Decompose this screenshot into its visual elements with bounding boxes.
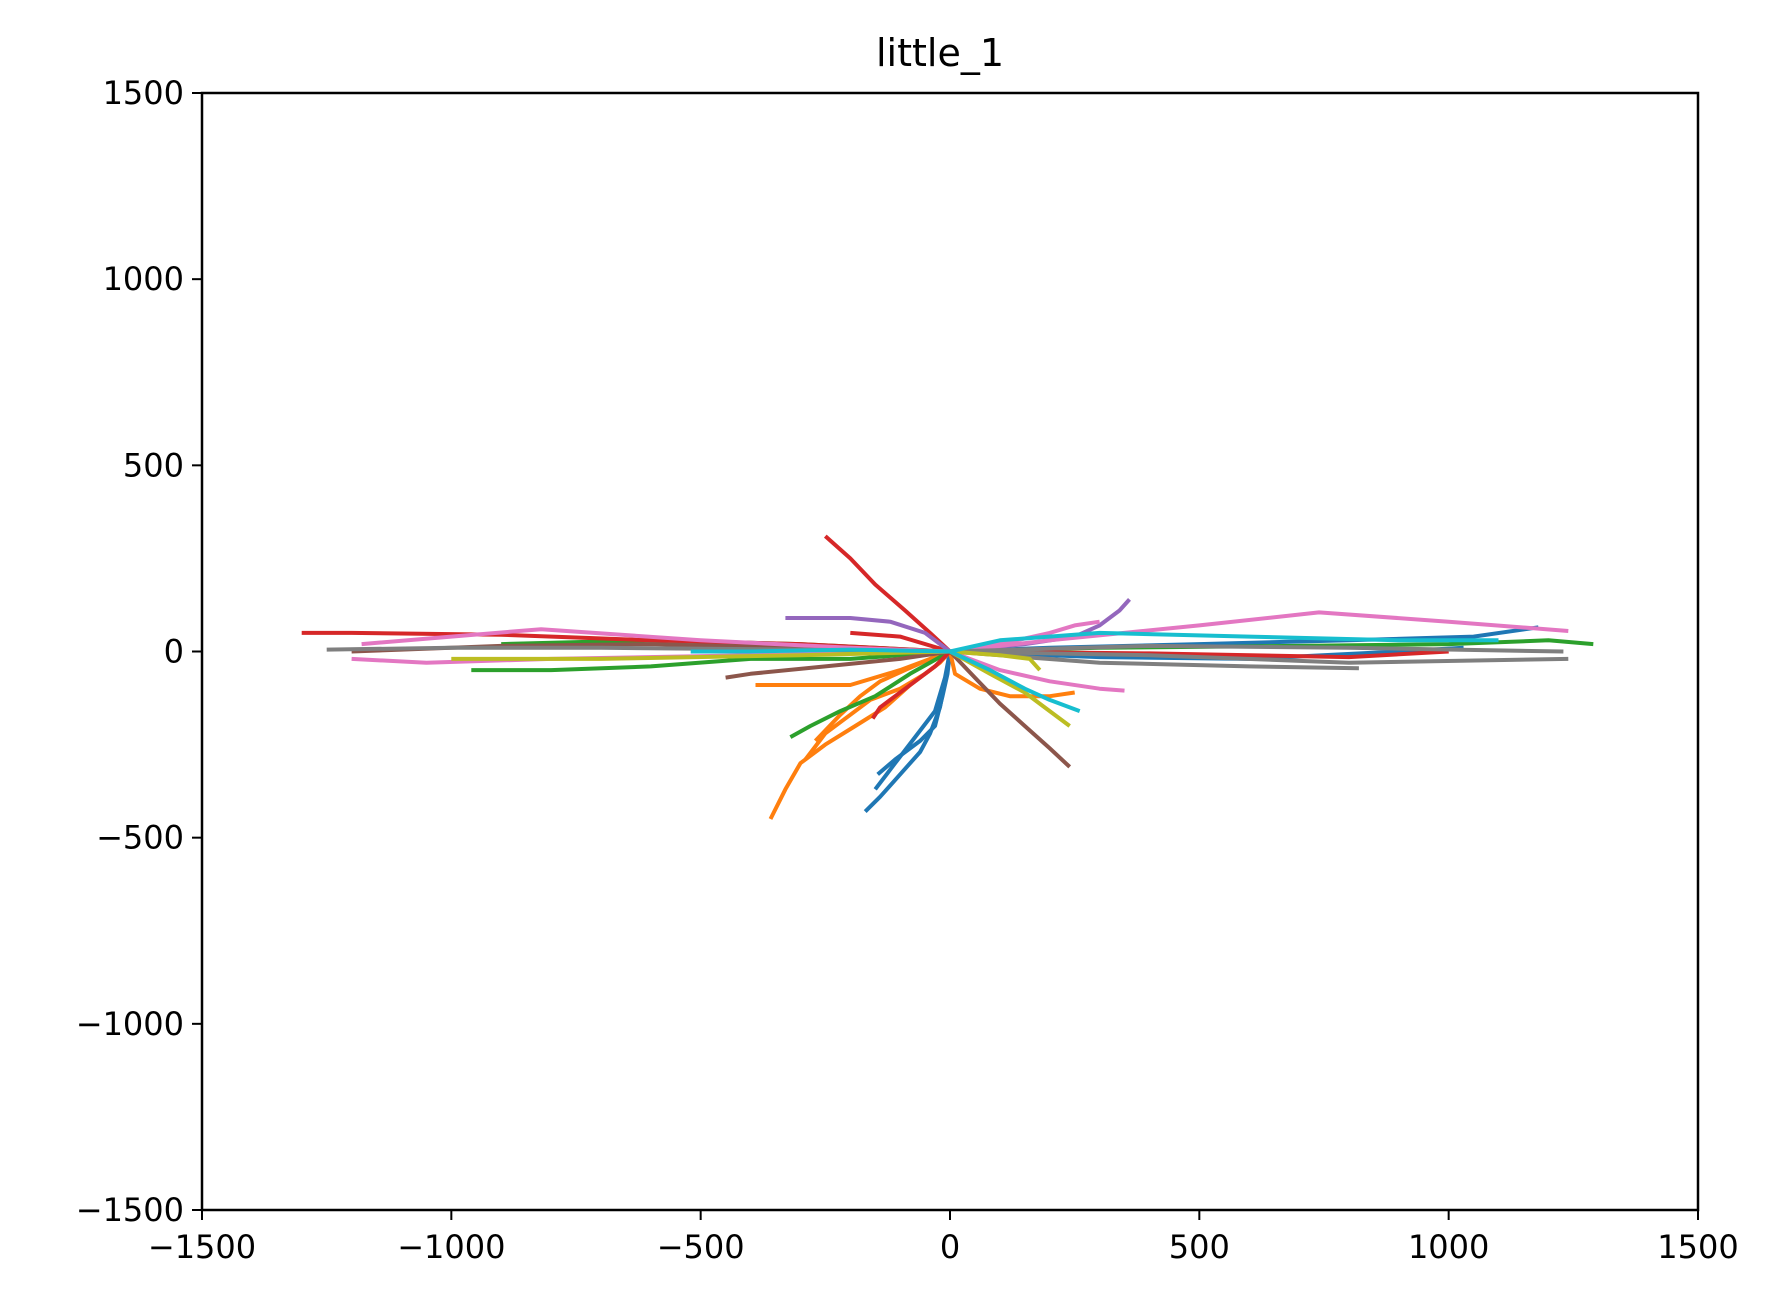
y-tick-label: −1000 [76, 1005, 184, 1043]
x-tick-label: 1000 [1408, 1228, 1489, 1266]
series-line-23 [725, 649, 951, 680]
y-tick-label: 1500 [103, 74, 184, 112]
series-line-35 [949, 649, 1042, 672]
series-line-16 [871, 650, 952, 720]
y-tick-label: 1000 [103, 260, 184, 298]
series-line-31 [949, 649, 1569, 665]
x-tick-label: −500 [657, 1228, 745, 1266]
series-line-15 [823, 534, 952, 653]
x-axis: −1500 −1000 −500 0 500 1000 1500 [148, 1210, 1739, 1266]
series-line-19 [850, 630, 951, 654]
series-line-22 [948, 650, 1072, 769]
series-line-37 [949, 649, 1081, 713]
x-tick-label: 500 [1169, 1228, 1230, 1266]
series-line-39 [690, 647, 951, 654]
series-group [301, 534, 1594, 820]
series-line-36 [451, 649, 951, 661]
series-line-20 [785, 616, 952, 654]
series-line-10 [948, 651, 1075, 699]
series-line-33 [949, 643, 1564, 654]
series-line-34 [949, 649, 1071, 728]
y-tick-label: 0 [164, 633, 184, 671]
series-line-27 [949, 649, 1125, 693]
series-line-12 [471, 649, 951, 673]
y-axis: −1500 −1000 −500 0 500 1000 1500 [76, 74, 202, 1229]
y-tick-label: −500 [96, 819, 184, 857]
x-tick-label: −1500 [148, 1228, 256, 1266]
y-tick-label: −1500 [76, 1191, 184, 1229]
x-tick-label: −1000 [397, 1228, 505, 1266]
series-line-3 [873, 651, 952, 791]
series-line-28 [949, 619, 1100, 654]
y-tick-label: 500 [123, 446, 184, 484]
series-line-11 [789, 649, 951, 739]
x-tick-label: 1500 [1657, 1228, 1738, 1266]
x-tick-label: 0 [940, 1228, 960, 1266]
series-line-9 [755, 649, 951, 687]
series-line-25 [949, 610, 1569, 654]
chart-title: little_1 [876, 31, 1004, 75]
series-line-38 [949, 630, 1499, 654]
